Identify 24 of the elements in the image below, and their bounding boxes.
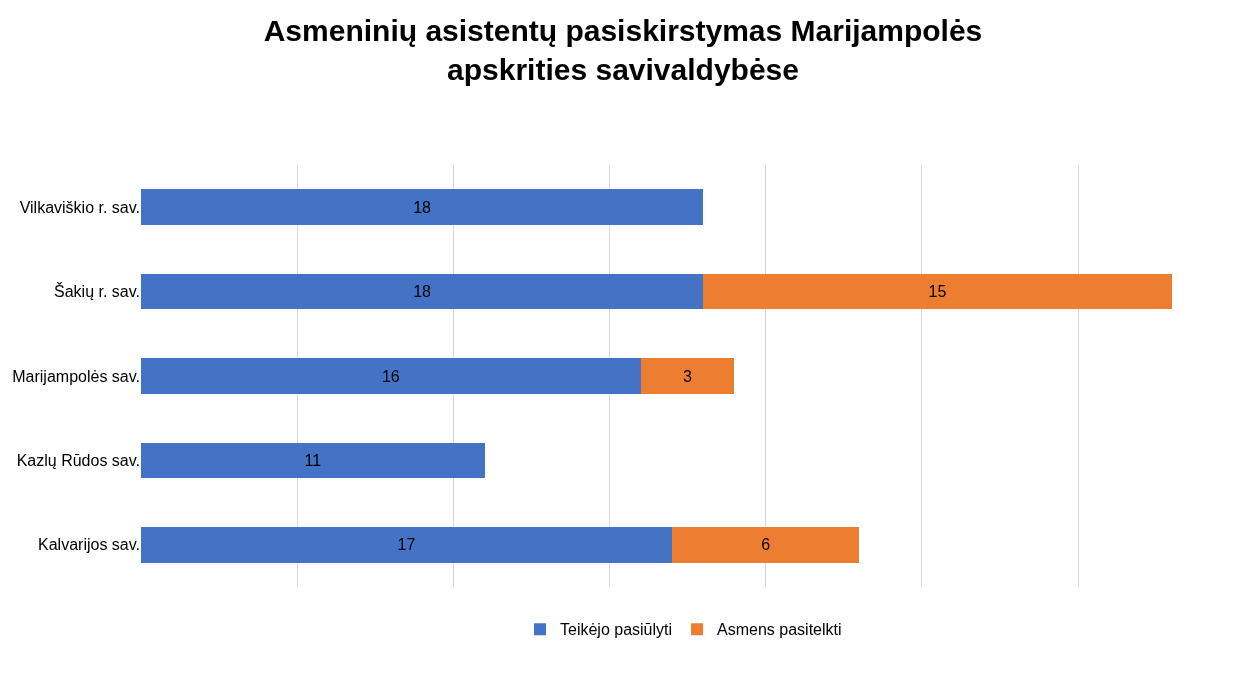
y-tick-label: Kazlų Rūdos sav.	[16, 452, 140, 469]
data-label: 17	[397, 536, 416, 554]
bar	[640, 358, 735, 394]
bar	[141, 189, 704, 225]
bar	[671, 527, 860, 563]
legend-label: Teikėjo pasiūlyti	[560, 621, 673, 639]
data-label: 15	[928, 283, 947, 301]
y-tick-label: Marijampolės sav.	[12, 367, 140, 385]
chart-title: Asmeninių asistentų pasiskirstymas Marijampolės apskrities savivaldybėse	[263, 13, 983, 86]
bar	[141, 442, 485, 479]
legend-label: Asmens pasitelkti	[717, 621, 842, 639]
data-label: 16	[381, 367, 400, 385]
y-tick-label: Šakių r. sav.	[54, 282, 140, 301]
y-tick-label: Vilkaviškio r. sav.	[19, 198, 140, 216]
bar	[141, 273, 704, 310]
bar	[703, 273, 1172, 310]
data-label: 3	[683, 367, 693, 385]
data-label: 18	[413, 198, 432, 216]
y-tick-label: Kalvarijos sav.	[38, 536, 140, 554]
data-label: 11	[304, 451, 322, 469]
bar	[141, 527, 672, 563]
bar	[141, 358, 641, 394]
data-label: 18	[413, 283, 432, 301]
data-label: 6	[761, 536, 771, 554]
